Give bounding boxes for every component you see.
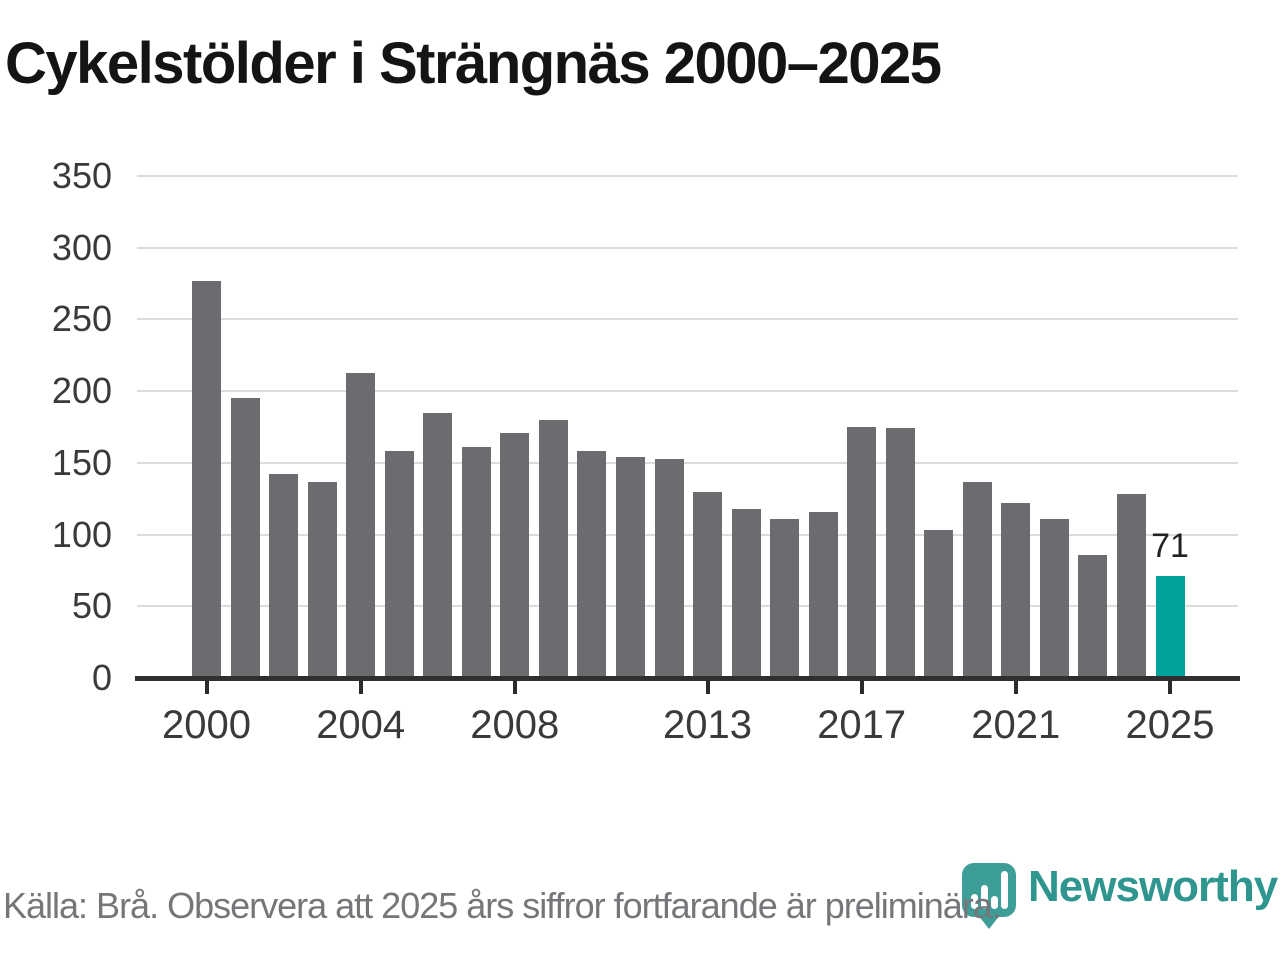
logo-wordmark: Newsworthy bbox=[1028, 862, 1278, 911]
gridline bbox=[137, 605, 1238, 608]
bar-2018 bbox=[885, 428, 915, 678]
logo-bar-icon bbox=[991, 896, 998, 909]
axis-tick bbox=[1013, 681, 1018, 694]
bar-2017 bbox=[847, 427, 877, 678]
bar-2025 bbox=[1155, 576, 1185, 678]
bar-2020 bbox=[962, 481, 992, 678]
y-tick-label: 300 bbox=[51, 226, 112, 268]
bar-2002 bbox=[269, 474, 299, 678]
logo-bar-icon bbox=[1001, 871, 1008, 909]
logo-pin-tail bbox=[978, 915, 1000, 929]
logo-bar-icon bbox=[971, 894, 978, 909]
logo-bar-icon bbox=[981, 885, 988, 909]
bar-2013 bbox=[693, 491, 722, 678]
y-tick-label: 100 bbox=[51, 513, 112, 555]
x-tick-label: 2004 bbox=[316, 703, 406, 747]
axis-tick bbox=[512, 681, 517, 694]
axis-tick bbox=[1168, 681, 1172, 694]
y-tick-label: 250 bbox=[51, 298, 112, 340]
y-tick-label: 0 bbox=[91, 657, 112, 698]
bar-2012 bbox=[654, 458, 684, 678]
x-tick-label: 2021 bbox=[971, 703, 1061, 747]
x-tick-label: 2017 bbox=[817, 703, 907, 747]
axis-tick bbox=[705, 681, 710, 694]
gridline bbox=[137, 318, 1238, 321]
bar-2010 bbox=[577, 451, 607, 678]
axis-tick bbox=[204, 681, 209, 694]
gridline bbox=[137, 461, 1238, 464]
x-tick-label: 2008 bbox=[470, 703, 560, 747]
value-label: 71 bbox=[1151, 527, 1189, 566]
bar-2022 bbox=[1039, 518, 1069, 678]
x-tick-label: 2000 bbox=[162, 703, 251, 747]
bar-2001 bbox=[230, 398, 260, 678]
bar-2021 bbox=[1001, 503, 1031, 678]
bar-2008 bbox=[500, 432, 530, 678]
bar-2024 bbox=[1117, 494, 1146, 678]
bar-2007 bbox=[461, 447, 491, 678]
bar-2011 bbox=[615, 457, 645, 678]
bar-chart-pin-icon bbox=[962, 863, 1016, 917]
bar-2005 bbox=[384, 451, 414, 678]
source-note: Källa: Brå. Observera att 2025 års siffr… bbox=[3, 885, 1002, 926]
bar-2019 bbox=[924, 530, 954, 678]
bar-2000 bbox=[192, 280, 221, 678]
bar-2016 bbox=[808, 511, 838, 678]
gridline bbox=[137, 390, 1238, 393]
axis-baseline bbox=[135, 676, 1240, 681]
bar-2014 bbox=[731, 508, 761, 678]
bar-2009 bbox=[538, 419, 568, 678]
bar-2003 bbox=[307, 481, 337, 678]
gridline bbox=[137, 175, 1238, 177]
x-tick-label: 2013 bbox=[663, 703, 752, 747]
y-tick-label: 200 bbox=[51, 370, 112, 412]
bar-2023 bbox=[1078, 554, 1108, 678]
y-tick-label: 50 bbox=[71, 585, 112, 627]
y-tick-label: 150 bbox=[51, 441, 112, 483]
bar-2015 bbox=[770, 518, 800, 678]
bar-2004 bbox=[346, 372, 376, 678]
y-tick-label: 350 bbox=[51, 155, 112, 196]
gridline bbox=[137, 246, 1238, 249]
gridline bbox=[137, 533, 1238, 536]
chart-title: Cykelstölder i Strängnäs 2000–2025 bbox=[5, 31, 942, 96]
axis-tick bbox=[358, 681, 363, 694]
axis-tick bbox=[859, 681, 864, 694]
x-tick-label: 2025 bbox=[1125, 703, 1215, 747]
bar-2006 bbox=[423, 412, 453, 678]
